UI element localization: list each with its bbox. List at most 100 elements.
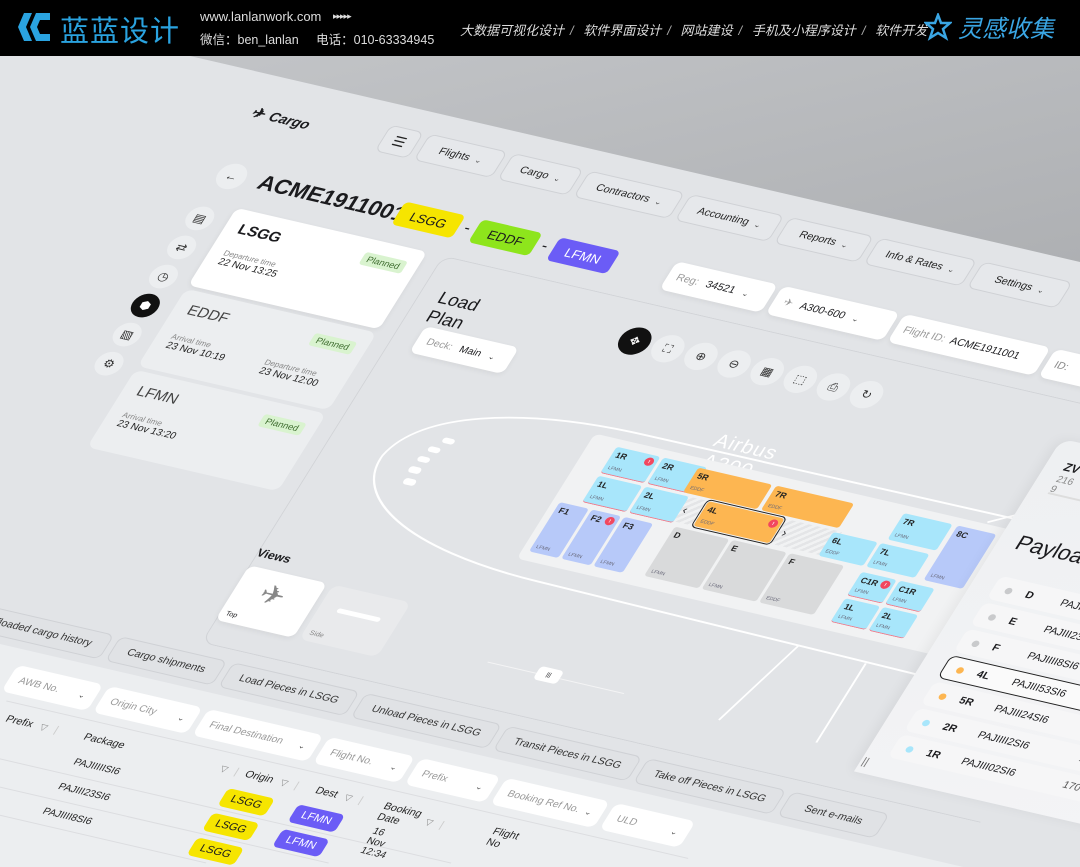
service: 网站建设: [680, 23, 733, 38]
chevron-down-icon: ⌄: [388, 762, 400, 772]
slot-destination: LFMN: [707, 582, 724, 591]
wechat: 微信：ben_lanlan: [200, 33, 299, 47]
slot-code: 7L: [877, 546, 893, 558]
filter-icon[interactable]: ▽: [37, 721, 51, 732]
service: 大数据可视化设计: [460, 23, 565, 38]
view-label: Side: [307, 629, 326, 640]
separator: /: [667, 23, 671, 38]
separator: /: [861, 23, 866, 38]
service: 手机及小程序设计: [751, 23, 856, 38]
alert-icon: !: [878, 579, 893, 590]
slot-code: 2L: [879, 610, 896, 622]
plane-side-icon: [335, 608, 382, 623]
alert-icon: !: [766, 518, 780, 529]
brand-logo-icon: [18, 13, 50, 41]
slot-destination: EDDF: [688, 485, 706, 494]
position-code: D: [1022, 589, 1037, 602]
separator: /: [570, 23, 574, 38]
chevron-down-icon: ⌄: [473, 781, 486, 792]
phone: 电话：010-63334945: [316, 33, 435, 47]
slot-destination: LFMN: [566, 551, 584, 561]
chevron-down-icon: ⌄: [296, 740, 309, 751]
position-code: 2R: [940, 721, 960, 735]
status-dot: [904, 745, 916, 753]
slot-code: 6L: [829, 535, 846, 547]
inspiration-text: 灵感收集: [958, 16, 1054, 43]
filter-icon[interactable]: ▽: [423, 816, 436, 828]
filter-placeholder: ULD: [614, 813, 640, 828]
slot-code: 7R: [773, 489, 790, 501]
slot-destination: EDDF: [766, 503, 783, 512]
backdrop-area: [190, 56, 1080, 262]
position-code: 5R: [956, 694, 977, 709]
slot-code: C1R: [858, 575, 881, 588]
chevron-down-icon: ⌄: [582, 807, 595, 817]
chevron-down-icon: ⌄: [76, 690, 88, 700]
slot-code: F1: [556, 505, 572, 517]
slot-code: 1L: [595, 479, 611, 491]
slot-code: 2L: [642, 490, 658, 502]
slot-code: C1R: [896, 584, 919, 597]
cockpit-windows: [403, 437, 455, 486]
filter-placeholder: AWB No.: [16, 675, 62, 695]
site-banner: 蓝蓝设计 www.lanlanwork.com ▸▸▸▸▸ 微信：ben_lan…: [0, 0, 1080, 56]
star-icon: [924, 12, 952, 41]
stage-background: [0, 56, 1080, 867]
slot-code: 5R: [695, 471, 712, 483]
status-dot: [1003, 586, 1015, 595]
status-dot: [954, 666, 966, 674]
slot-destination: LFMN: [929, 572, 946, 582]
status-dot: [986, 613, 998, 621]
slot-destination: LFMN: [598, 559, 616, 568]
inspiration-logo: 灵感收集: [924, 9, 1054, 44]
filter-icon[interactable]: ▽: [278, 777, 291, 788]
alert-icon: !: [602, 516, 617, 527]
slot-code: F2: [588, 512, 604, 525]
slot-destination: LFMN: [634, 505, 652, 514]
slot-destination: LFMN: [534, 544, 552, 553]
slot-destination: LFMN: [852, 587, 870, 596]
slot-code: 7R: [900, 516, 917, 528]
brand-name: 蓝蓝设计: [60, 16, 181, 48]
position-code: E: [1006, 615, 1020, 628]
filter-placeholder: Prefix: [419, 768, 451, 785]
slot-destination: LFMN: [871, 559, 889, 569]
slot-destination: LFMN: [874, 622, 892, 632]
slot-destination: LFMN: [836, 614, 854, 623]
slot-destination: LFMN: [606, 465, 623, 474]
slot-destination: EDDF: [823, 548, 841, 558]
filter-icon[interactable]: ▽: [342, 791, 355, 803]
alert-icon: !: [642, 456, 656, 467]
position-code: F: [989, 642, 1003, 655]
plane-top-icon: ✈: [252, 579, 293, 612]
slot-destination: LFMN: [588, 494, 605, 503]
slot-code: F3: [620, 520, 636, 532]
mockup-stage: ✈ Cargo ☰ Flights ⌄ Cargo ⌄ Contractors ⌄ A…: [0, 56, 1080, 867]
chevron-down-icon: ⌄: [175, 713, 188, 723]
status-dot: [920, 718, 932, 727]
status-dot: [937, 692, 949, 701]
filter-placeholder: Flight No.: [327, 747, 376, 767]
slot-code: 8C: [954, 528, 971, 541]
position-code: 4L: [973, 668, 993, 683]
slot-code: F: [786, 556, 798, 567]
separator: /: [738, 23, 743, 38]
service: 软件开发: [875, 23, 928, 38]
filter-placeholder: Origin City: [107, 696, 160, 717]
chevron-down-icon: ⌄: [668, 826, 681, 837]
contact-info: 微信：ben_lanlan 电话：010-63334945: [200, 29, 448, 48]
slot-destination: LFMN: [649, 568, 667, 578]
view-label: Top: [223, 610, 239, 620]
slot-destination: EDDF: [698, 518, 716, 528]
slot-code: 1R: [613, 450, 630, 462]
service: 软件界面设计: [583, 23, 662, 38]
slot-code: 2R: [660, 461, 677, 473]
slot-code: 1L: [841, 601, 858, 613]
slot-destination: LFMN: [653, 475, 670, 485]
table-area: [0, 644, 964, 867]
site-url[interactable]: www.lanlanwork.com: [200, 9, 322, 24]
slot-destination: LFMN: [893, 532, 910, 541]
slot-destination: LFMN: [890, 596, 908, 605]
slot-code: D: [671, 530, 684, 541]
arrows-decoration: ▸▸▸▸▸: [333, 11, 352, 21]
